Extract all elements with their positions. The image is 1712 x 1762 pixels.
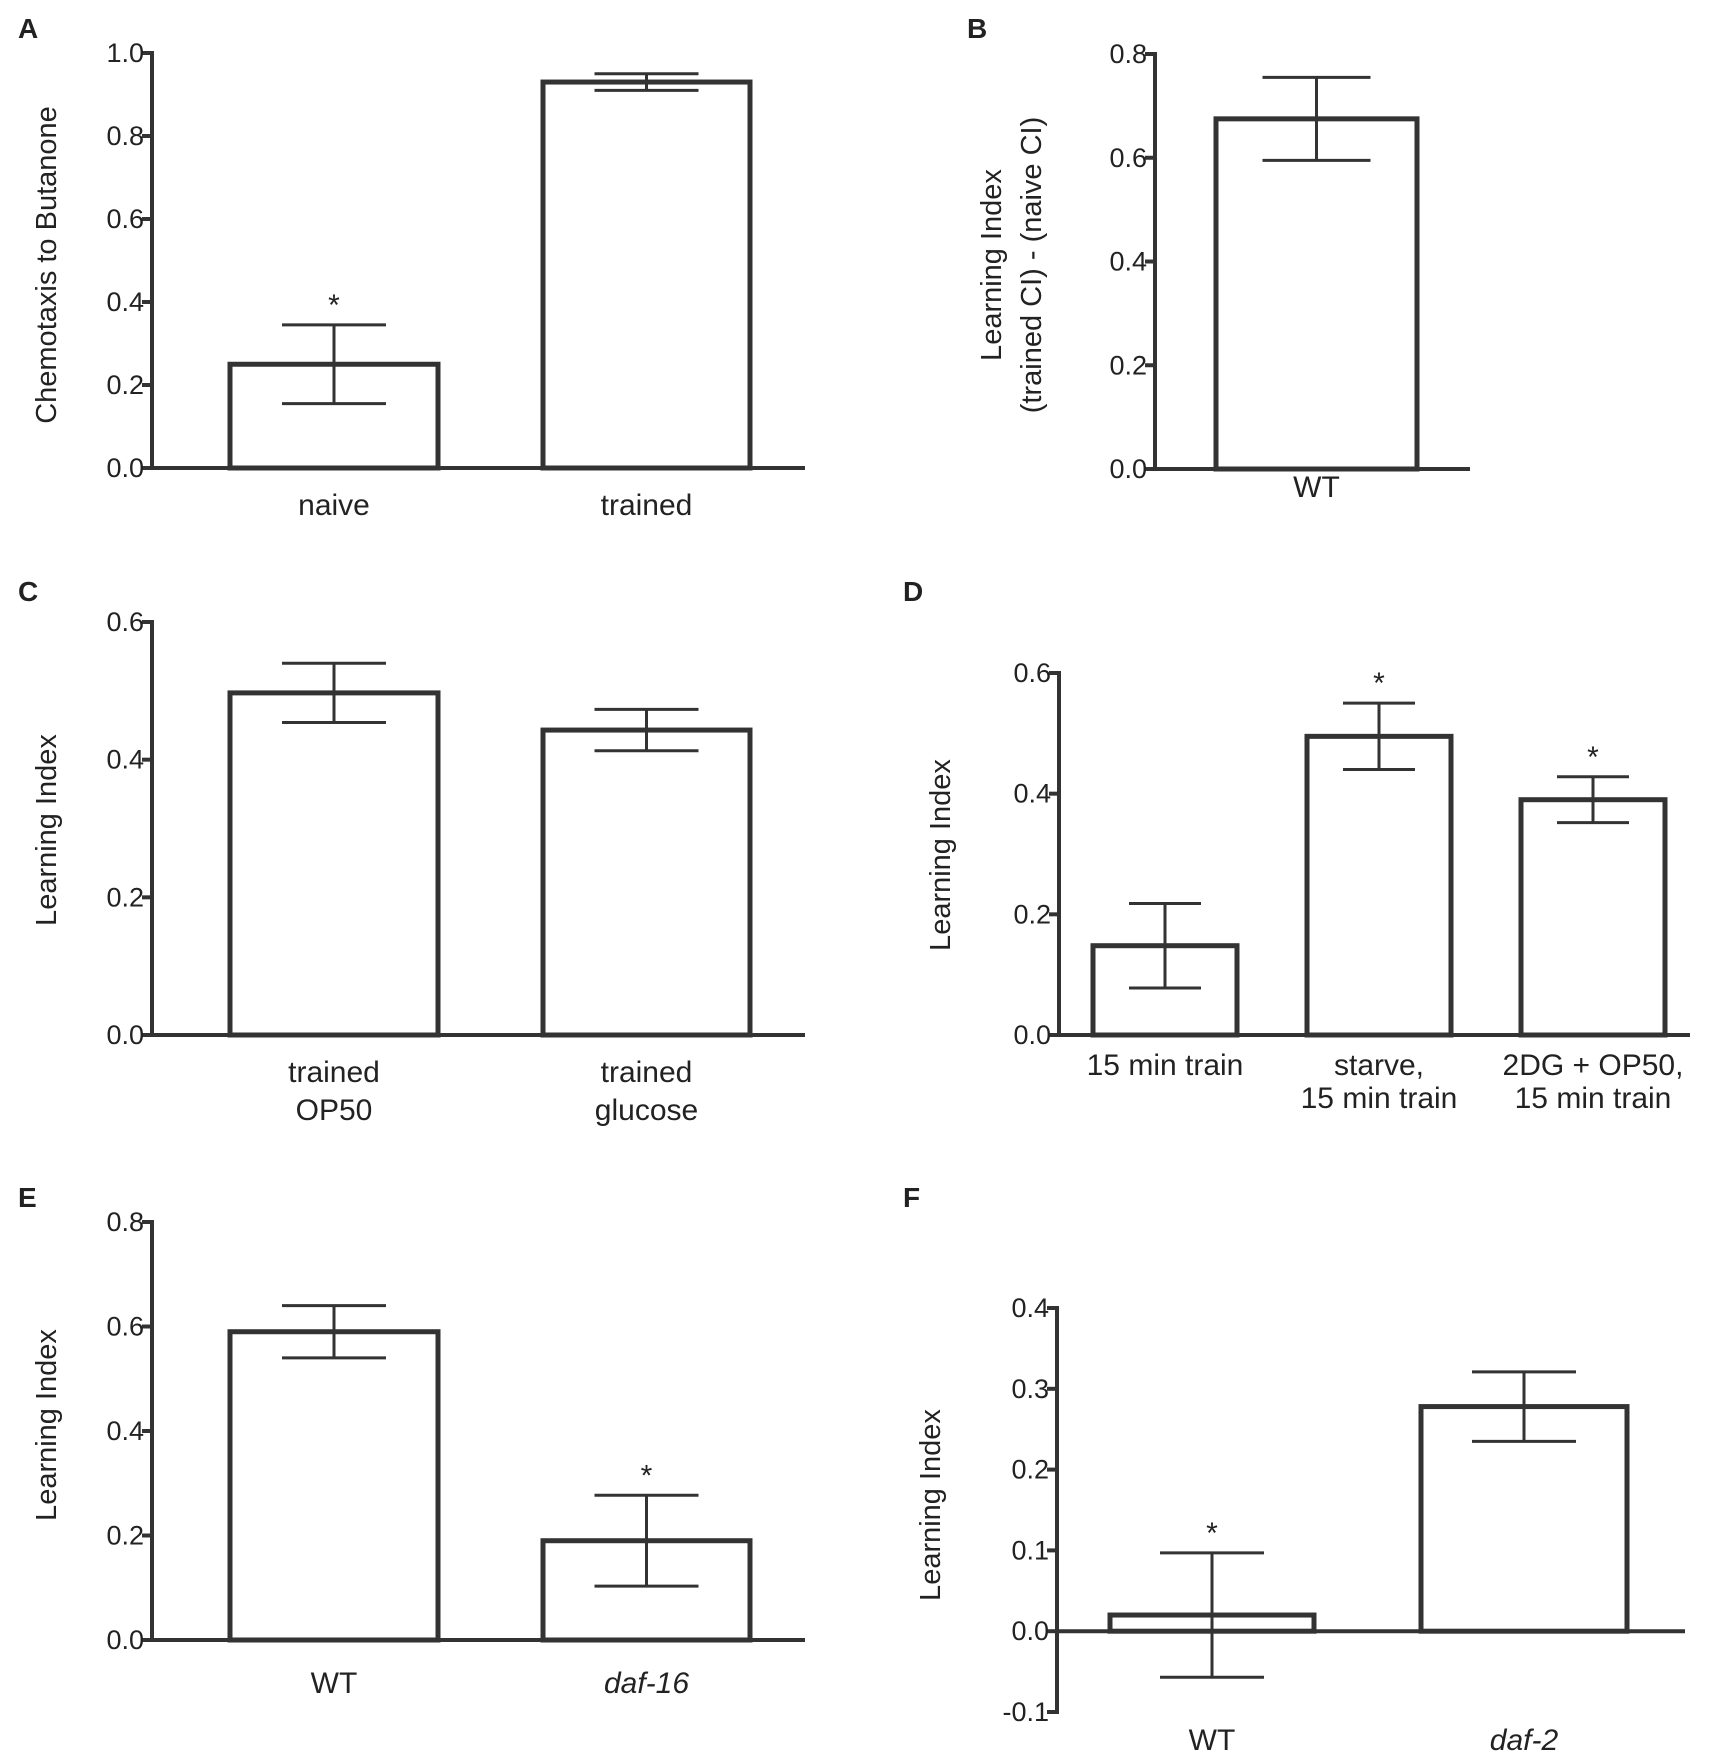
y-tick-label: 0.2 xyxy=(1013,899,1051,929)
y-tick-label: 0.0 xyxy=(1011,1616,1049,1646)
chart-panel-b: B 0.0 0.2 0.4 0.6 0.8 Learning Index (trained C… xyxy=(967,13,1470,504)
x-category-label: 15 min train xyxy=(1515,1082,1672,1115)
y-tick-label: 0.0 xyxy=(106,1020,144,1050)
y-tick-label: 0.0 xyxy=(1013,1020,1051,1050)
x-category-label: WT xyxy=(1293,471,1340,504)
y-tick-label: 0.6 xyxy=(1109,143,1147,173)
bar xyxy=(1304,733,1454,1038)
y-tick-label: -0.1 xyxy=(1002,1697,1049,1727)
bar xyxy=(540,727,753,1038)
significance-marker: * xyxy=(1206,1517,1218,1550)
y-axis-title-line: Learning Index xyxy=(31,734,63,926)
y-tick-label: 0.8 xyxy=(106,1207,144,1237)
y-tick-label: 0.0 xyxy=(106,453,144,483)
x-category-label: daf-2 xyxy=(1490,1724,1559,1757)
chart-panel-c: C 0.0 0.2 0.4 0.6 Learning Index trained OP50 tr… xyxy=(18,576,805,1127)
x-category-label: glucose xyxy=(595,1094,698,1127)
y-tick-label: 0.6 xyxy=(1013,658,1051,688)
panel-letter: A xyxy=(18,13,38,44)
bar xyxy=(227,690,441,1038)
x-category-label: trained xyxy=(601,489,693,522)
bar xyxy=(1518,797,1668,1038)
y-axis-title: Learning Index xyxy=(31,1329,63,1521)
x-category-label: naive xyxy=(298,489,370,522)
x-category-label: daf-16 xyxy=(604,1667,689,1700)
x-category-label: WT xyxy=(1189,1724,1236,1757)
y-axis-title: Learning Index xyxy=(925,759,957,951)
y-tick-label: 0.8 xyxy=(106,121,144,151)
chart-panel-d: D 0.0 0.2 0.4 0.6 Learning Index 15 min train *… xyxy=(903,576,1690,1115)
panel-letter: E xyxy=(18,1182,37,1213)
y-tick-label: 0.6 xyxy=(106,204,144,234)
y-tick-label: 0.4 xyxy=(1109,247,1147,277)
panel-letter: D xyxy=(903,576,923,607)
y-axis-title-line: Learning Index xyxy=(915,1409,947,1601)
y-axis-title-line: (trained CI) - (naive CI) xyxy=(1016,117,1048,414)
y-tick-label: 0.0 xyxy=(106,1625,144,1655)
y-axis-title-line: Chemotaxis to Butanone xyxy=(31,106,63,424)
panel-letter: B xyxy=(967,13,987,44)
significance-marker: * xyxy=(1373,667,1385,700)
y-tick-label: 0.4 xyxy=(1011,1293,1049,1323)
y-tick-label: 0.6 xyxy=(106,1312,144,1342)
x-category-label: WT xyxy=(311,1667,358,1700)
y-tick-label: 0.2 xyxy=(106,1521,144,1551)
y-tick-label: 0.0 xyxy=(1109,454,1147,484)
chart-panel-f: F -0.1 0.0 0.1 0.2 0.3 0.4 Learning Index * WT daf… xyxy=(903,1182,1685,1757)
y-axis-title: Learning Index xyxy=(915,1409,947,1601)
bar xyxy=(540,79,753,471)
y-axis-title: Learning Index (trained CI) - (naive CI) xyxy=(976,117,1048,414)
chart-panel-e: E 0.0 0.2 0.4 0.6 0.8 Learning Index WT * daf-16 xyxy=(18,1182,805,1700)
y-tick-label: 1.0 xyxy=(106,38,144,68)
panel-letter: F xyxy=(903,1182,920,1213)
x-category-label: starve, xyxy=(1334,1049,1424,1082)
y-tick-label: 0.4 xyxy=(106,1416,144,1446)
y-axis-title-line: Learning Index xyxy=(925,759,957,951)
y-tick-label: 0.6 xyxy=(106,607,144,637)
x-category-label: 15 min train xyxy=(1301,1082,1458,1115)
y-tick-label: 0.2 xyxy=(106,370,144,400)
x-category-label: 15 min train xyxy=(1087,1049,1244,1082)
y-tick-label: 0.8 xyxy=(1109,39,1147,69)
y-tick-label: 0.2 xyxy=(106,882,144,912)
y-axis-title-line: Learning Index xyxy=(976,169,1008,361)
x-category-label: 2DG + OP50, xyxy=(1503,1049,1684,1082)
x-category-label: trained xyxy=(601,1056,693,1089)
panel-letter: C xyxy=(18,576,38,607)
significance-marker: * xyxy=(1587,741,1599,774)
x-category-label: trained xyxy=(288,1056,380,1089)
significance-marker: * xyxy=(328,289,340,322)
y-tick-label: 0.4 xyxy=(106,745,144,775)
y-tick-label: 0.3 xyxy=(1011,1374,1049,1404)
y-tick-label: 0.2 xyxy=(1109,350,1147,380)
y-tick-label: 0.4 xyxy=(106,287,144,317)
y-axis-title: Chemotaxis to Butanone xyxy=(31,106,63,424)
y-tick-label: 0.1 xyxy=(1011,1535,1049,1565)
y-tick-label: 0.2 xyxy=(1011,1455,1049,1485)
y-axis-title: Learning Index xyxy=(31,734,63,926)
x-category-label: OP50 xyxy=(296,1094,373,1127)
y-tick-label: 0.4 xyxy=(1013,779,1051,809)
chart-panel-a: A 0.0 0.2 0.4 0.6 0.8 1.0 Chemotaxis to Butanon… xyxy=(18,13,805,522)
y-axis-title-line: Learning Index xyxy=(31,1329,63,1521)
bar xyxy=(1213,116,1420,472)
bar xyxy=(227,1329,441,1643)
significance-marker: * xyxy=(641,1459,653,1492)
